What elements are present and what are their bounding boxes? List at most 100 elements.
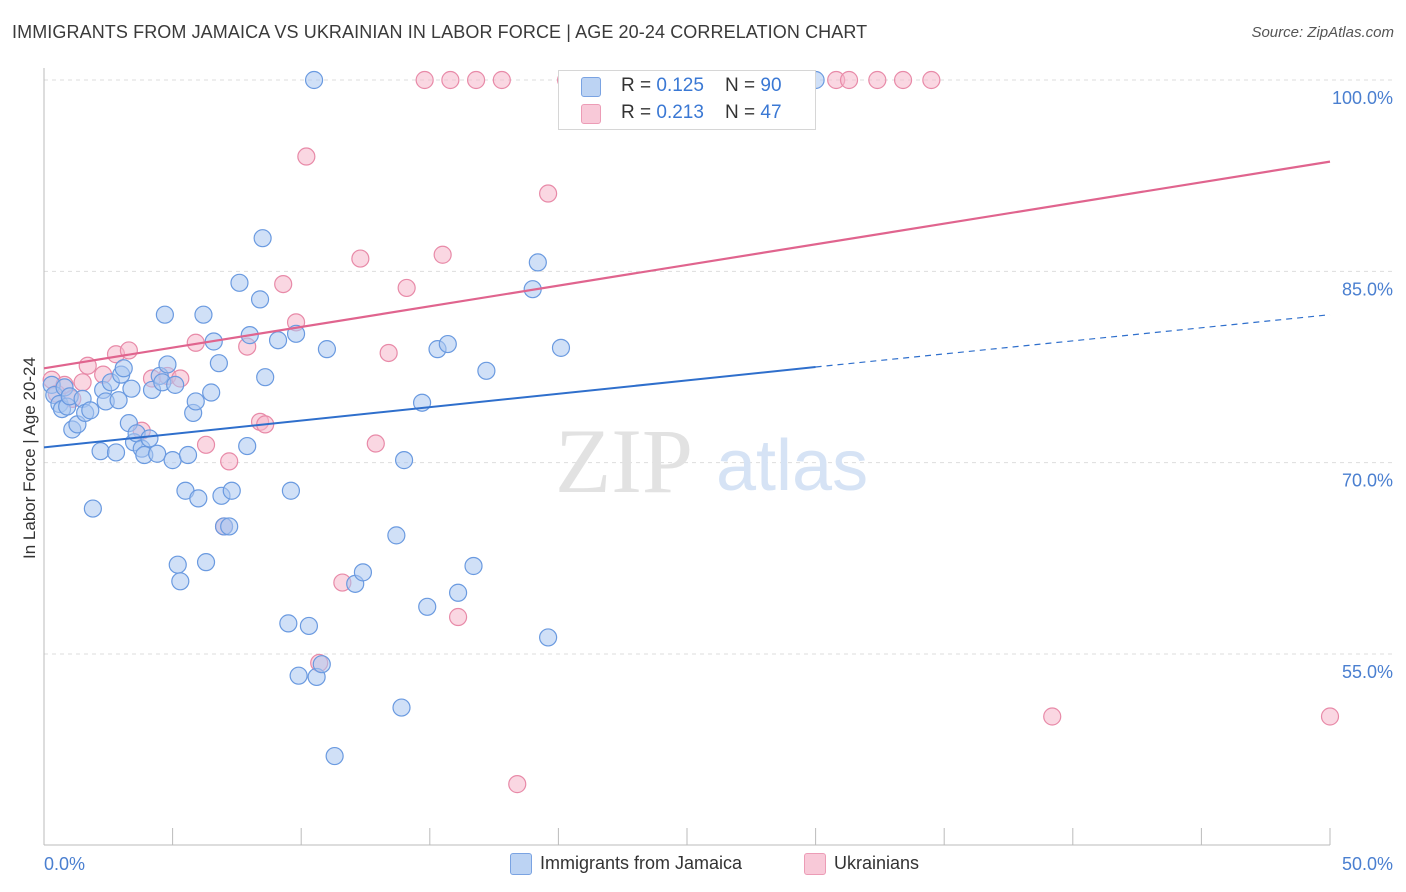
data-point — [297, 147, 316, 166]
trend-lines — [43, 160, 1331, 449]
data-point — [312, 655, 331, 674]
trend-line-jamaica — [43, 366, 816, 449]
data-point — [448, 607, 468, 627]
data-point — [1043, 707, 1062, 726]
data-point — [438, 334, 457, 354]
r-value: 0.213 — [656, 102, 704, 123]
data-point — [415, 70, 434, 90]
gridlines — [44, 79, 1392, 655]
data-point — [196, 553, 216, 572]
trend-line-jamaica-extension — [815, 314, 1331, 368]
n-value: 90 — [760, 75, 782, 96]
data-point — [186, 392, 205, 411]
data-point — [464, 556, 483, 576]
data-point — [893, 70, 913, 90]
data-point — [366, 434, 385, 453]
data-point — [109, 391, 128, 410]
data-point — [433, 245, 452, 264]
data-point — [379, 343, 398, 363]
data-point — [289, 666, 308, 685]
data-point — [155, 305, 174, 324]
data-point — [194, 305, 213, 324]
y-tick-label: 70.0% — [1342, 471, 1393, 491]
data-point — [230, 273, 249, 292]
source-label: Source: ZipAtlas.com — [1251, 24, 1394, 41]
data-point — [114, 359, 133, 378]
data-point — [539, 184, 558, 203]
data-point — [81, 401, 100, 420]
data-point — [922, 70, 941, 90]
data-point — [166, 375, 185, 394]
data-point — [178, 445, 198, 465]
data-point — [508, 775, 527, 794]
watermark-atlas: atlas — [716, 426, 868, 506]
series-jamaica — [42, 70, 825, 766]
data-point — [317, 340, 337, 359]
data-point — [256, 368, 275, 387]
data-point — [122, 379, 141, 398]
legend-text: R = 0.213 N = 47 — [621, 102, 782, 123]
data-point — [868, 70, 887, 90]
data-point — [189, 489, 208, 508]
data-point — [73, 373, 92, 392]
data-point — [551, 338, 571, 357]
data-point — [299, 616, 319, 636]
y-tick-labels: 55.0% 70.0% 85.0% 100.0% — [1332, 88, 1393, 682]
bottom-legend-swatch-blue — [510, 853, 532, 875]
data-point — [140, 429, 159, 448]
data-point — [528, 253, 547, 272]
data-point — [238, 436, 257, 456]
legend-text: R = 0.125 N = 90 — [621, 75, 782, 96]
data-point — [839, 70, 859, 90]
data-point — [392, 698, 411, 717]
data-point — [250, 290, 270, 309]
data-point — [253, 229, 272, 248]
data-point — [171, 572, 190, 591]
trend-line-ukrainians — [43, 160, 1331, 370]
x-tick-label-min: 0.0% — [44, 854, 85, 874]
data-point — [441, 70, 460, 90]
legend-swatch-blue — [581, 77, 601, 97]
data-point — [268, 331, 288, 350]
data-point — [539, 628, 558, 647]
y-tick-label: 100.0% — [1332, 88, 1393, 108]
r-value: 0.125 — [656, 75, 704, 96]
watermark: ZIP atlas — [555, 410, 868, 512]
data-point — [209, 354, 228, 373]
data-point — [492, 70, 511, 90]
data-point — [274, 274, 293, 294]
correlation-legend: R = 0.125 N = 90 R = 0.213 N = 47 — [558, 70, 816, 130]
data-point — [353, 563, 373, 582]
y-axis-label: In Labor Force | Age 20-24 — [20, 357, 39, 559]
data-point — [168, 555, 187, 574]
bottom-legend-swatch-pink — [804, 853, 826, 875]
x-ticks — [43, 828, 1331, 845]
n-value: 47 — [760, 102, 782, 123]
data-point — [325, 746, 344, 766]
chart-title: IMMIGRANTS FROM JAMAICA VS UKRAINIAN IN … — [12, 22, 868, 42]
data-point — [281, 481, 301, 500]
data-point — [279, 614, 298, 633]
legend-swatch-pink — [581, 104, 601, 124]
y-tick-label: 85.0% — [1342, 279, 1393, 299]
data-point — [394, 451, 414, 470]
data-point — [418, 597, 437, 616]
data-point — [163, 451, 182, 470]
data-point — [351, 249, 370, 268]
data-point — [83, 499, 102, 518]
data-point — [477, 361, 496, 380]
data-point — [202, 383, 221, 402]
data-point — [397, 278, 416, 298]
y-tick-label: 55.0% — [1342, 662, 1393, 682]
bottom-legend-label: Ukrainians — [834, 853, 920, 873]
data-point — [387, 526, 406, 545]
data-point — [158, 355, 177, 374]
data-point — [466, 70, 486, 90]
data-point — [106, 443, 126, 462]
data-point — [220, 452, 239, 471]
bottom-legend-label: Immigrants from Jamaica — [540, 853, 743, 873]
watermark-zip: ZIP — [555, 410, 693, 512]
data-point — [196, 435, 216, 454]
data-point — [304, 70, 324, 90]
